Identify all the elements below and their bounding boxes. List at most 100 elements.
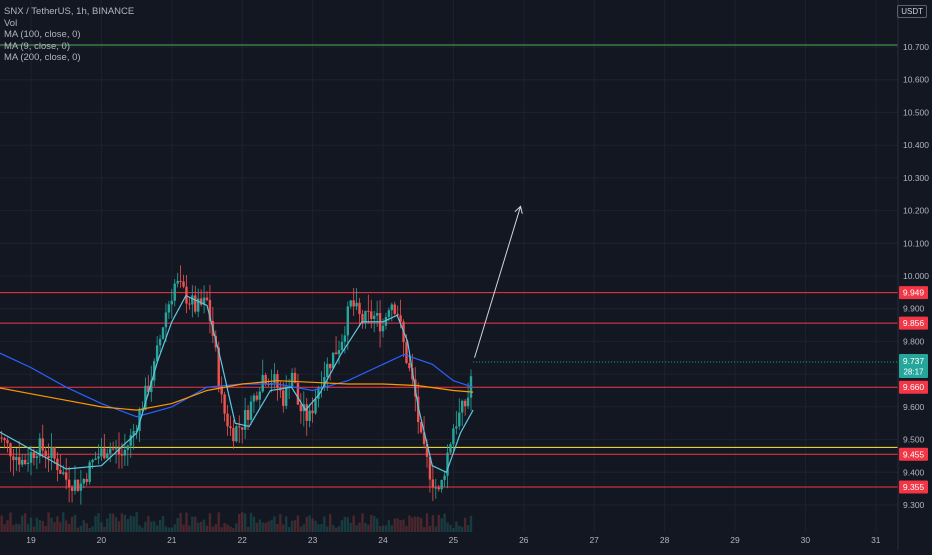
candle-body <box>199 298 203 305</box>
ma100-legend[interactable]: MA (100, close, 0) <box>4 29 81 41</box>
candle-body <box>109 448 112 454</box>
volume-bar <box>82 520 85 532</box>
x-tick-label: 28 <box>660 535 670 545</box>
candle-body <box>153 361 156 381</box>
volume-bar <box>264 522 267 532</box>
volume-bar <box>120 513 124 532</box>
y-tick-label: 10.700 <box>903 42 929 52</box>
candle-body <box>361 314 364 324</box>
candle-body <box>458 412 461 427</box>
candle-body <box>273 374 276 383</box>
candle-body <box>232 427 235 442</box>
candle-body <box>191 295 194 305</box>
candle-body <box>150 380 153 392</box>
volume-bar <box>144 521 147 532</box>
x-tick-label: 20 <box>97 535 107 545</box>
volume-bar <box>252 516 256 532</box>
volume-bar <box>273 516 276 532</box>
candle-body <box>419 421 423 433</box>
volume-bar <box>399 519 402 532</box>
volume-bar <box>59 522 62 532</box>
countdown-label: 28:17 <box>903 368 924 377</box>
candle-body <box>461 400 464 413</box>
ma200-legend[interactable]: MA (200, close, 0) <box>4 52 81 64</box>
volume-bar <box>425 513 429 532</box>
volume-bar <box>153 521 156 532</box>
volume-bar <box>364 522 367 532</box>
candle-body <box>35 456 39 459</box>
ma200-line <box>0 380 474 411</box>
volume-bar <box>214 524 217 532</box>
candle-body <box>97 456 100 459</box>
candle-body <box>296 382 300 405</box>
candle-body <box>314 398 317 414</box>
volume-bar <box>390 525 393 532</box>
volume-bar <box>94 515 97 532</box>
x-tick-label: 27 <box>589 535 599 545</box>
candle-body <box>390 304 393 311</box>
ma9-legend[interactable]: MA (9, close, 0) <box>4 40 70 52</box>
currency-button[interactable]: USDT <box>897 5 927 18</box>
volume-bar <box>97 513 100 532</box>
volume-bar <box>255 522 259 532</box>
candle-body <box>185 286 188 304</box>
candle-body <box>396 313 399 316</box>
candle-body <box>91 460 94 463</box>
volume-bar <box>226 524 229 532</box>
volume-bar <box>422 527 426 532</box>
candle-body <box>422 432 426 445</box>
volume-bar <box>279 514 282 532</box>
candle-body <box>255 395 259 400</box>
candle-body <box>452 428 455 445</box>
candle-body <box>67 479 71 488</box>
volume-bar <box>164 526 168 532</box>
volume-bar <box>232 527 235 532</box>
level-label: 9.660 <box>903 382 925 392</box>
candle-body <box>340 341 344 351</box>
volume-bar <box>79 525 83 532</box>
x-tick-label: 22 <box>237 535 247 545</box>
volume-bar <box>194 516 197 532</box>
candle-body <box>387 310 391 317</box>
symbol-title[interactable]: SNX / TetherUS, 1h, BINANCE <box>4 6 135 17</box>
candle-body <box>323 377 326 388</box>
volume-bar <box>352 515 355 532</box>
volume-bar <box>15 523 18 532</box>
candle-body <box>155 345 159 362</box>
volume-bar <box>23 513 27 532</box>
candle-body <box>299 404 303 412</box>
y-tick-label: 10.100 <box>903 238 929 248</box>
candle-body <box>326 363 329 378</box>
candle-body <box>425 444 429 457</box>
volume-bar <box>85 523 88 532</box>
volume-bar <box>246 526 250 532</box>
candle-body <box>317 387 320 399</box>
candle-body <box>120 454 124 456</box>
candle-body <box>223 394 226 414</box>
candle-body <box>220 386 223 395</box>
vol-legend[interactable]: Vol <box>4 17 18 29</box>
volume-bar <box>150 521 153 532</box>
candle-body <box>3 438 6 441</box>
y-tick-label: 9.400 <box>903 467 925 477</box>
candle-body <box>70 487 74 491</box>
volume-bar <box>167 527 171 532</box>
volume-bar <box>358 522 361 532</box>
x-tick-label: 19 <box>26 535 36 545</box>
candle-body <box>18 456 21 465</box>
level-label-bg <box>899 286 928 300</box>
candle-body <box>26 462 30 465</box>
volume-bar <box>38 520 41 532</box>
level-label: 9.455 <box>903 449 925 459</box>
volume-bar <box>173 524 176 532</box>
volume-bar <box>223 523 226 532</box>
volume-bar <box>41 520 44 532</box>
candle-body <box>238 426 241 428</box>
candle-body <box>352 300 355 307</box>
level-label-bg <box>899 380 928 394</box>
volume-bar <box>443 513 446 532</box>
volume-bar <box>329 514 332 532</box>
candle-body <box>437 487 440 490</box>
